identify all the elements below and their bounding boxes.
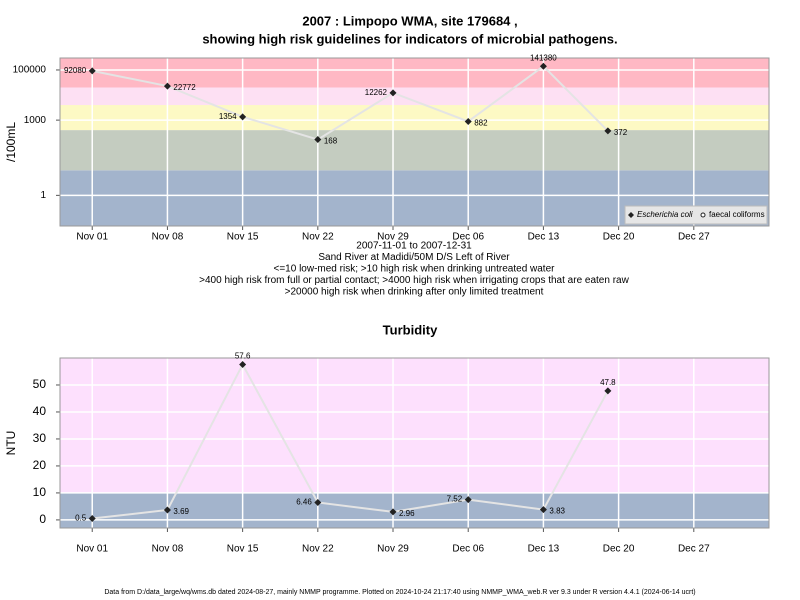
risk-band — [60, 58, 769, 88]
y-tick-label: 40 — [33, 404, 47, 418]
x-tick-label: Nov 15 — [227, 544, 259, 555]
x-tick-label: Dec 27 — [678, 232, 710, 243]
footer: Data from D:/data_large/wq/wms.db dated … — [104, 589, 695, 596]
data-point — [389, 89, 397, 97]
data-label: 57.6 — [235, 352, 251, 361]
data-label: 6.46 — [296, 498, 312, 507]
chart-title: Turbidity — [383, 322, 438, 337]
x-tick-label: Nov 01 — [76, 232, 108, 243]
y-tick-label: 20 — [33, 458, 47, 472]
data-point — [88, 515, 96, 523]
risk-band — [60, 358, 769, 493]
data-point — [239, 360, 247, 368]
y-tick-label: 1000 — [24, 115, 47, 126]
legend-box — [624, 205, 768, 225]
data-point — [163, 82, 171, 90]
plot-frame — [59, 57, 770, 227]
data-point — [464, 117, 472, 125]
data-label: 7.52 — [447, 495, 463, 504]
data-label: 372 — [614, 128, 628, 137]
x-tick-label: Dec 20 — [603, 232, 635, 243]
data-point — [163, 506, 171, 514]
x-tick-label: Dec 06 — [452, 232, 484, 243]
subtitle: <=10 low-med risk; >10 high risk when dr… — [274, 264, 556, 275]
data-label: 3.83 — [549, 507, 565, 516]
data-label: 168 — [324, 137, 338, 146]
data-point — [88, 67, 96, 75]
risk-band — [60, 105, 769, 131]
subtitle: 2007-11-01 to 2007-12-31 — [356, 241, 472, 252]
y-tick-label: 30 — [33, 431, 47, 445]
data-label: 92080 — [64, 66, 87, 75]
x-tick-label: Dec 13 — [528, 232, 560, 243]
x-tick-label: Nov 01 — [76, 544, 108, 555]
data-point — [539, 506, 547, 514]
legend-marker — [700, 212, 706, 218]
subtitle: Sand River at Madidi/50M D/S Left of Riv… — [318, 252, 510, 263]
y-tick-label: 10 — [33, 485, 47, 499]
y-tick-label: 100000 — [13, 65, 47, 76]
y-axis-label: /100mL — [4, 122, 18, 162]
data-label: 1354 — [219, 112, 237, 121]
x-tick-label: Nov 08 — [152, 544, 184, 555]
legend-marker — [628, 212, 634, 218]
plot-frame — [59, 357, 770, 529]
legend-label: Escherichia coli — [637, 210, 693, 219]
y-tick-label: 0 — [39, 512, 46, 526]
data-label: 2.96 — [399, 509, 415, 518]
data-point — [239, 113, 247, 121]
data-label: 22772 — [173, 83, 196, 92]
risk-band — [60, 87, 769, 106]
data-label: 882 — [474, 119, 488, 128]
series-line — [92, 64, 609, 141]
data-point — [604, 127, 612, 135]
x-tick-label: Nov 22 — [302, 544, 334, 555]
data-point — [539, 62, 547, 70]
data-point — [464, 496, 472, 504]
x-tick-label: Dec 13 — [528, 544, 560, 555]
data-label: 12262 — [365, 88, 388, 97]
data-label: 141380 — [530, 53, 557, 62]
data-label: 0.5 — [75, 514, 87, 523]
data-label: 47.8 — [600, 378, 616, 387]
y-tick-label: 50 — [33, 377, 47, 391]
x-tick-label: Nov 15 — [227, 232, 259, 243]
risk-band — [60, 492, 769, 528]
subtitle: >20000 high risk when drinking after onl… — [285, 287, 544, 298]
x-tick-label: Dec 27 — [678, 544, 710, 555]
data-point — [389, 508, 397, 516]
series-line — [92, 362, 609, 520]
x-tick-label: Nov 22 — [302, 232, 334, 243]
risk-band — [60, 130, 769, 171]
chart-title: showing high risk guidelines for indicat… — [202, 31, 617, 46]
data-point — [604, 387, 612, 395]
chart-title: 2007 : Limpopo WMA, site 179684 , — [302, 13, 517, 28]
x-tick-label: Dec 06 — [452, 544, 484, 555]
x-tick-label: Nov 29 — [377, 544, 409, 555]
x-tick-label: Dec 20 — [603, 544, 635, 555]
data-point — [314, 136, 322, 144]
data-label: 3.69 — [173, 507, 189, 516]
x-tick-label: Nov 08 — [152, 232, 184, 243]
y-axis-label: NTU — [4, 431, 18, 456]
x-tick-label: Nov 29 — [377, 232, 409, 243]
y-tick-label: 1 — [40, 190, 46, 201]
data-point — [314, 498, 322, 506]
legend-label: faecal coliforms — [709, 210, 765, 219]
subtitle: >400 high risk from full or partial cont… — [199, 275, 629, 286]
